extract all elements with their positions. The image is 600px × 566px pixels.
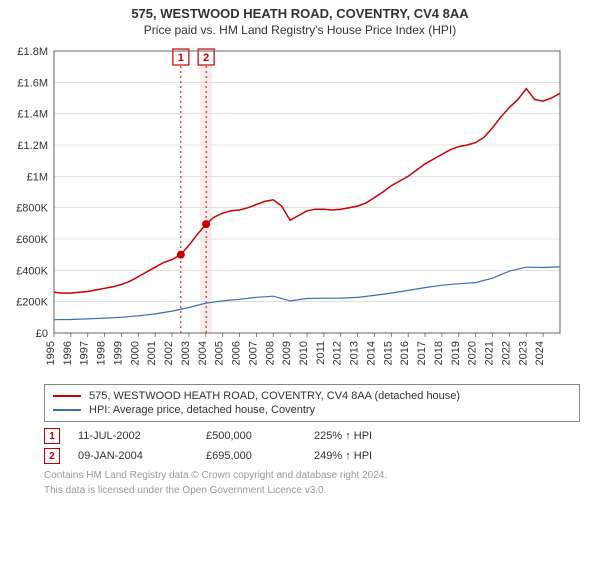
svg-text:2012: 2012 bbox=[332, 341, 344, 365]
svg-text:£0: £0 bbox=[36, 328, 48, 340]
sale-marker-icon: 1 bbox=[44, 428, 60, 444]
chart-subtitle: Price paid vs. HM Land Registry's House … bbox=[0, 23, 600, 37]
svg-text:£1.2M: £1.2M bbox=[17, 140, 48, 152]
svg-text:2020: 2020 bbox=[467, 341, 479, 365]
svg-text:2022: 2022 bbox=[500, 341, 512, 365]
sale-marker-icon: 2 bbox=[44, 448, 60, 464]
svg-text:2017: 2017 bbox=[416, 341, 428, 365]
legend-label: HPI: Average price, detached house, Cove… bbox=[89, 404, 315, 416]
sale-price: £695,000 bbox=[206, 450, 296, 462]
svg-text:1997: 1997 bbox=[79, 341, 91, 365]
svg-text:2: 2 bbox=[203, 52, 209, 64]
legend-label: 575, WESTWOOD HEATH ROAD, COVENTRY, CV4 … bbox=[89, 390, 460, 402]
svg-text:2004: 2004 bbox=[197, 341, 209, 365]
chart-title: 575, WESTWOOD HEATH ROAD, COVENTRY, CV4 … bbox=[0, 6, 600, 21]
line-chart: £0 £200K £400K £600K £800K £1M £1.2M £1.4M £1.6M… bbox=[10, 43, 570, 373]
svg-text:£400K: £400K bbox=[16, 265, 48, 277]
sales-table: 1 11-JUL-2002 £500,000 225% ↑ HPI 2 09-JAN-20… bbox=[44, 426, 580, 466]
legend-swatch bbox=[53, 409, 81, 411]
legend-item: 575, WESTWOOD HEATH ROAD, COVENTRY, CV4 … bbox=[53, 389, 571, 403]
svg-text:1998: 1998 bbox=[96, 341, 108, 365]
svg-text:2021: 2021 bbox=[484, 341, 496, 365]
sale-row: 2 09-JAN-2004 £695,000 249% ↑ HPI bbox=[44, 446, 580, 466]
svg-text:1: 1 bbox=[178, 52, 184, 64]
svg-text:2008: 2008 bbox=[264, 341, 276, 365]
sale-pct: 249% ↑ HPI bbox=[314, 450, 404, 462]
svg-text:2010: 2010 bbox=[298, 341, 310, 365]
sale-row: 1 11-JUL-2002 £500,000 225% ↑ HPI bbox=[44, 426, 580, 446]
sale-date: 11-JUL-2002 bbox=[78, 430, 188, 442]
svg-text:1996: 1996 bbox=[62, 341, 74, 365]
svg-text:2013: 2013 bbox=[349, 341, 361, 365]
footnote-line-1: Contains HM Land Registry data © Crown c… bbox=[44, 470, 580, 481]
svg-text:2006: 2006 bbox=[231, 341, 243, 365]
svg-text:1999: 1999 bbox=[112, 341, 124, 365]
svg-text:1995: 1995 bbox=[45, 341, 57, 365]
svg-text:2019: 2019 bbox=[450, 341, 462, 365]
svg-text:£1M: £1M bbox=[27, 171, 48, 183]
svg-text:2002: 2002 bbox=[163, 341, 175, 365]
legend-item: HPI: Average price, detached house, Cove… bbox=[53, 403, 571, 417]
svg-text:2011: 2011 bbox=[315, 341, 327, 365]
svg-text:2000: 2000 bbox=[129, 341, 141, 365]
svg-text:£1.4M: £1.4M bbox=[17, 109, 48, 121]
svg-text:£1.8M: £1.8M bbox=[17, 46, 48, 58]
sale-date: 09-JAN-2004 bbox=[78, 450, 188, 462]
svg-text:£600K: £600K bbox=[16, 234, 48, 246]
sale-price: £500,000 bbox=[206, 430, 296, 442]
svg-text:2007: 2007 bbox=[247, 341, 259, 365]
legend: 575, WESTWOOD HEATH ROAD, COVENTRY, CV4 … bbox=[44, 384, 580, 422]
svg-text:2005: 2005 bbox=[214, 341, 226, 365]
svg-text:£800K: £800K bbox=[16, 203, 48, 215]
svg-text:£200K: £200K bbox=[16, 297, 48, 309]
legend-swatch bbox=[53, 395, 81, 397]
svg-text:2015: 2015 bbox=[382, 341, 394, 365]
sale-pct: 225% ↑ HPI bbox=[314, 430, 404, 442]
svg-text:2003: 2003 bbox=[180, 341, 192, 365]
svg-text:2024: 2024 bbox=[534, 341, 546, 365]
svg-text:2014: 2014 bbox=[365, 341, 377, 365]
svg-text:2001: 2001 bbox=[146, 341, 158, 365]
svg-text:2018: 2018 bbox=[433, 341, 445, 365]
svg-text:£1.6M: £1.6M bbox=[17, 77, 48, 89]
svg-text:2016: 2016 bbox=[399, 341, 411, 365]
svg-text:2009: 2009 bbox=[281, 341, 293, 365]
chart-container: £0 £200K £400K £600K £800K £1M £1.2M £1.4M £1.6M… bbox=[10, 43, 590, 378]
footnote-line-2: This data is licensed under the Open Gov… bbox=[44, 485, 580, 496]
svg-text:2023: 2023 bbox=[517, 341, 529, 365]
